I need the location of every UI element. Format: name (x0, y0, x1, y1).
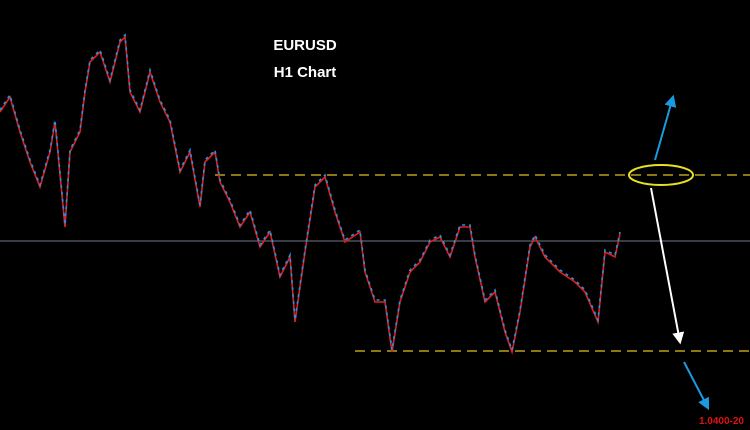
breakout-circle (628, 164, 694, 186)
target-arrow (683, 361, 710, 411)
up-arrow (654, 94, 677, 161)
price-label: 1.0400-20 (699, 416, 744, 427)
down-arrow (650, 187, 685, 345)
chart-subtitle: H1 Chart (274, 64, 337, 81)
chart-title: EURUSD (273, 37, 337, 54)
